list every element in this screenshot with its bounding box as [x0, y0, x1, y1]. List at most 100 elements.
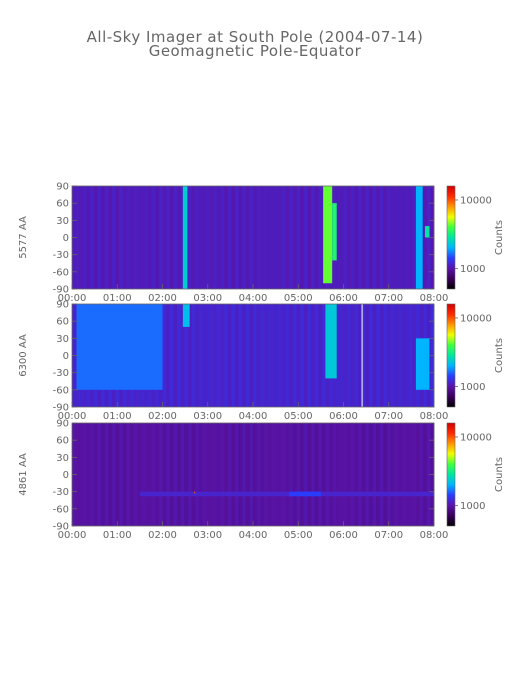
heatmap-cell [129, 186, 135, 289]
colorbar-frame [446, 303, 456, 408]
heatmap-cell [347, 186, 352, 289]
heatmap-cell [260, 186, 265, 289]
chart-subtitle: Geomagnetic Pole-Equator [149, 42, 362, 60]
heatmap-cell [289, 423, 294, 526]
heatmap-cell [281, 186, 287, 289]
heatmap-cell [176, 304, 182, 407]
heatmap-cell [267, 186, 272, 289]
x-tick-label: 05:00 [284, 293, 313, 304]
heatmap-cell [115, 186, 120, 289]
heatmap-cell [108, 423, 113, 526]
heatmap-cell [289, 186, 294, 289]
heatmap-cell [281, 304, 287, 407]
colorbar-tick-label: 10000 [460, 313, 492, 324]
heatmap-cell [126, 186, 131, 289]
heatmap-cell [191, 304, 196, 407]
heatmap-cell [307, 423, 312, 526]
heatmap-cell [394, 186, 399, 289]
x-tick-label: 04:00 [239, 293, 268, 304]
heatmap-cell [274, 186, 279, 289]
heatmap-cell [111, 423, 116, 526]
heatmap-cell [202, 304, 207, 407]
heatmap-cell [300, 423, 305, 526]
heatmap-cell [162, 186, 167, 289]
heatmap-cell [216, 304, 221, 407]
x-tick-label: 02:00 [148, 411, 177, 422]
heatmap-feature [415, 186, 423, 289]
heatmap-cell [198, 186, 203, 289]
heatmap-feature [415, 338, 430, 390]
heatmap-cell [86, 423, 91, 526]
heatmap-cell [245, 304, 250, 407]
heatmap-cell [253, 423, 258, 526]
heatmap-cell [249, 423, 254, 526]
x-tick-label: 06:00 [329, 411, 358, 422]
heatmap-cell [386, 423, 392, 526]
x-tick-label: 06:00 [329, 293, 358, 304]
heatmap-cell [357, 304, 363, 407]
y-tick-label: 30 [56, 216, 69, 227]
x-tick-label: 04:00 [239, 530, 268, 541]
heatmap-cell [318, 304, 323, 407]
colorbar-frame [446, 185, 456, 290]
heatmap-cell [281, 423, 287, 526]
heatmap-cell [227, 186, 232, 289]
heatmap-cell [285, 304, 290, 407]
heatmap-cell [376, 423, 381, 526]
y-tick-label: 90 [56, 419, 69, 430]
heatmap-cell [314, 304, 319, 407]
heatmap-cell [202, 186, 207, 289]
y-tick-label: 30 [56, 453, 69, 464]
heatmap-cell [213, 304, 218, 407]
y-tick-label: -30 [53, 487, 69, 498]
heatmap-cell [343, 304, 348, 407]
y-axis-label: 4861 AA [18, 453, 29, 496]
heatmap-cell [423, 423, 428, 526]
heatmap-cell [242, 186, 247, 289]
heatmap-cell [173, 304, 178, 407]
heatmap-cell [292, 423, 297, 526]
colorbar-label: Counts [494, 338, 505, 373]
colorbar-tick-label: 10000 [460, 432, 492, 443]
heatmap-cell [296, 423, 301, 526]
heatmap-cell [368, 304, 373, 407]
heatmap-cell [365, 304, 370, 407]
heatmap-cell [169, 186, 174, 289]
heatmap-cell [263, 186, 268, 289]
heatmap-cell [220, 186, 225, 289]
heatmap-cell [119, 186, 124, 289]
heatmap-cell [303, 304, 308, 407]
heatmap-cell [155, 186, 160, 289]
heatmap-cell [372, 304, 377, 407]
y-tick-label: -30 [53, 250, 69, 261]
heatmap-cell [224, 186, 229, 289]
heatmap-feature [361, 304, 363, 407]
heatmap-cell [289, 304, 294, 407]
heatmap-cell [350, 186, 355, 289]
heatmap-feature [76, 304, 163, 390]
x-tick-label: 05:00 [284, 411, 313, 422]
heatmap-cell [209, 304, 214, 407]
heatmap-cell [394, 423, 399, 526]
y-tick-label: -60 [53, 267, 69, 278]
heatmap-cell [245, 186, 250, 289]
heatmap-cell [376, 186, 381, 289]
heatmap-cell [104, 423, 109, 526]
heatmap-cell [350, 423, 355, 526]
heatmap-cell [166, 304, 171, 407]
y-tick-label: -90 [53, 403, 69, 414]
heatmap-cell [260, 423, 265, 526]
heatmap-cell [303, 423, 308, 526]
heatmap-cell [263, 304, 268, 407]
heatmap-cell [278, 186, 283, 289]
colorbar [447, 423, 455, 526]
heatmap-cell [205, 186, 211, 289]
heatmap-cell [296, 186, 301, 289]
heatmap-cell [267, 304, 272, 407]
heatmap-cell [347, 423, 352, 526]
heatmap-cell [111, 186, 116, 289]
heatmap-cell [256, 186, 261, 289]
x-tick-label: 05:00 [284, 530, 313, 541]
heatmap-cell [408, 423, 413, 526]
heatmap-cell [122, 423, 127, 526]
